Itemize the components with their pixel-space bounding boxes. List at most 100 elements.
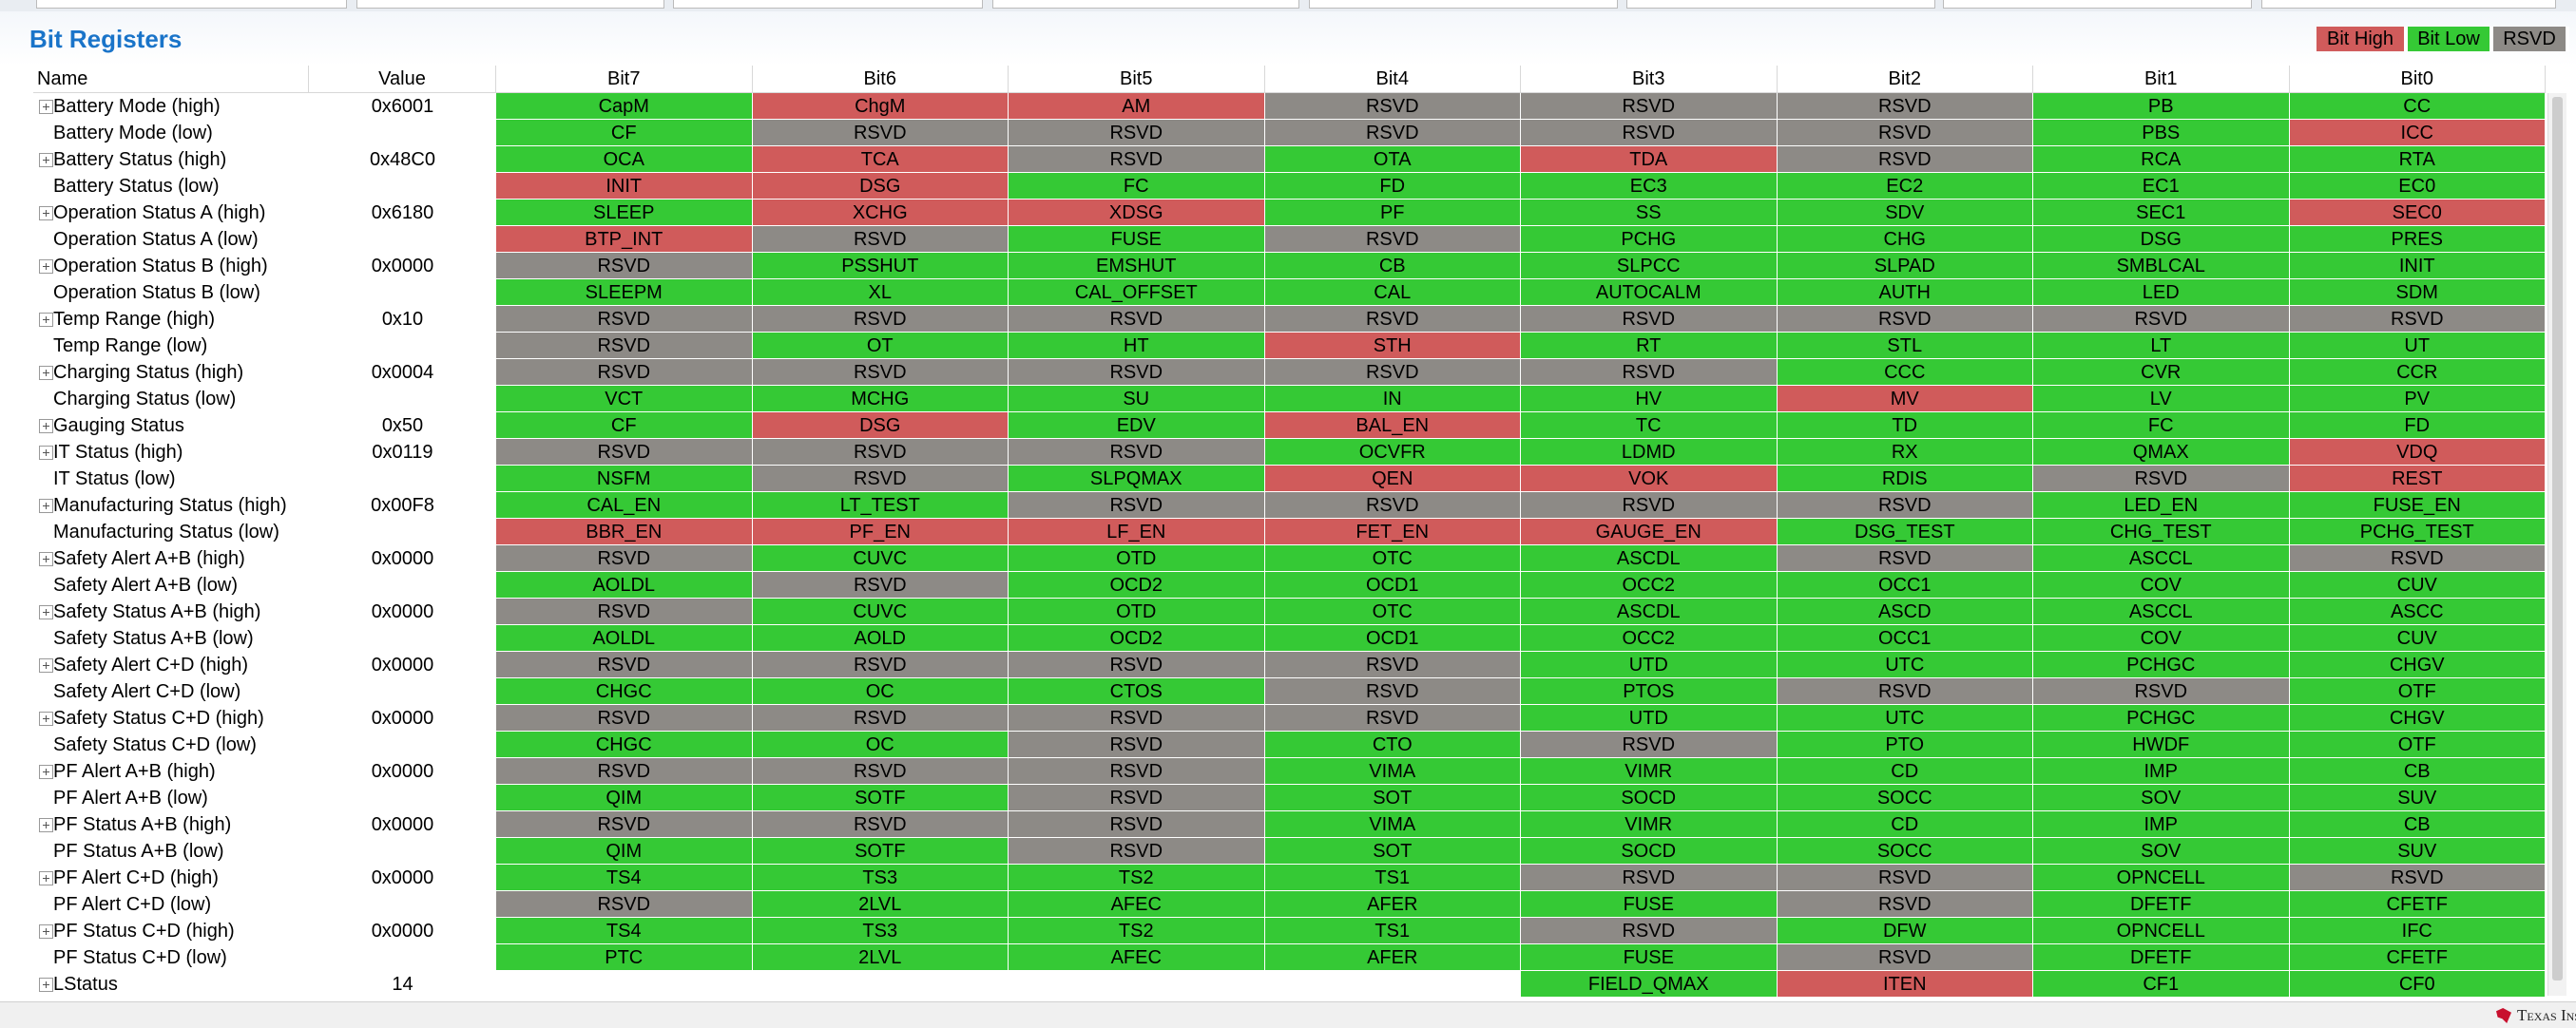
expander[interactable] — [39, 658, 53, 673]
expander[interactable] — [39, 499, 53, 513]
bit-cell: RSVD — [2289, 306, 2546, 333]
expander[interactable] — [39, 419, 53, 433]
bit-cell: LV — [2033, 386, 2290, 412]
expander[interactable] — [39, 605, 53, 619]
bit-cell: FET_EN — [1264, 519, 1521, 545]
bit-cell: RSVD — [2289, 545, 2546, 572]
bit-cell: RSVD — [2033, 306, 2290, 333]
input-box[interactable] — [1309, 0, 1618, 9]
bit-cell: OC — [752, 732, 1009, 758]
bit-cell: AFEC — [1009, 891, 1265, 918]
bit-cell: AUTH — [1777, 279, 2033, 306]
expander[interactable] — [39, 552, 53, 566]
bit-cell: RTA — [2289, 146, 2546, 173]
bit-cell: TD — [1777, 412, 2033, 439]
expander[interactable] — [39, 712, 53, 726]
bit-cell: IN — [1264, 386, 1521, 412]
bit-cell: RSVD — [496, 333, 753, 359]
bit-cell: CFETF — [2289, 891, 2546, 918]
input-box[interactable] — [992, 0, 1299, 9]
bit-cell: IMP — [2033, 758, 2290, 785]
bit-cell: VIMR — [1521, 811, 1778, 838]
bit-cell: CAL_EN — [496, 492, 753, 519]
input-box[interactable] — [36, 0, 347, 9]
input-box[interactable] — [1943, 0, 2252, 9]
bit-cell: INIT — [496, 173, 753, 200]
column-header: Bit2 — [1777, 66, 2033, 93]
bit-cell: OTC — [1264, 599, 1521, 625]
input-box[interactable] — [356, 0, 664, 9]
legend-item: Bit High — [2316, 27, 2408, 51]
expander[interactable] — [39, 100, 53, 114]
input-box[interactable] — [2261, 0, 2556, 9]
bit-cell: CCR — [2289, 359, 2546, 386]
bit-cell: PBS — [2033, 120, 2290, 146]
bit-cell: RSVD — [752, 572, 1009, 599]
bit-cell: ASCC — [2289, 599, 2546, 625]
bit-cell: OCA — [496, 146, 753, 173]
input-box[interactable] — [1626, 0, 1935, 9]
bit-cell: TS3 — [752, 918, 1009, 944]
register-name: Safety Alert C+D (low) — [53, 681, 241, 702]
bit-cell: RSVD — [752, 758, 1009, 785]
expander[interactable] — [39, 446, 53, 460]
register-name: Safety Alert C+D (high) — [33, 652, 309, 678]
expander[interactable] — [39, 818, 53, 832]
bit-cell: OTA — [1264, 146, 1521, 173]
bit-cell: PF — [1264, 200, 1521, 226]
register-value: 14 — [392, 974, 413, 995]
register-name: Safety Status C+D (low) — [53, 734, 257, 755]
bit-cell: RSVD — [496, 359, 753, 386]
bit-cell: RSVD — [496, 599, 753, 625]
bit-cell: RSVD — [1264, 678, 1521, 705]
bit-cell: CHGC — [496, 732, 753, 758]
bit-cell: RSVD — [1521, 359, 1778, 386]
bit-cell: IFC — [2289, 918, 2546, 944]
bit-cell: RSVD — [496, 253, 753, 279]
bit-cell: REST — [2289, 466, 2546, 492]
bit-cell: FIELD_QMAX — [1521, 971, 1778, 998]
legend-item: RSVD — [2493, 27, 2569, 51]
bit-cell: CFETF — [2289, 944, 2546, 971]
register-value: 0x48C0 — [370, 149, 435, 170]
bit-cell: FD — [1264, 173, 1521, 200]
bit-cell: DSG — [752, 412, 1009, 439]
scrollbar[interactable] — [2547, 93, 2566, 996]
scroll-thumb[interactable] — [2552, 97, 2563, 980]
bit-cell: XCHG — [752, 200, 1009, 226]
bit-cell: RSVD — [752, 439, 1009, 466]
register-name: PF Status C+D (low) — [53, 947, 227, 968]
bit-cell: TS3 — [752, 865, 1009, 891]
expander[interactable] — [39, 765, 53, 779]
expander[interactable] — [39, 153, 53, 167]
expander[interactable] — [39, 206, 53, 220]
bit-cell: SU — [1009, 386, 1265, 412]
register-name: PF Status A+B (low) — [53, 841, 224, 862]
bit-cell: AM — [1009, 93, 1265, 120]
register-name: Battery Status (high) — [33, 146, 309, 173]
bit-cell: GAUGE_EN — [1521, 519, 1778, 545]
bit-cell: CCC — [1777, 359, 2033, 386]
register-name: Temp Range (high) — [33, 306, 309, 333]
register-name: Operation Status B (high) — [33, 253, 309, 279]
expander[interactable] — [39, 366, 53, 380]
bit-cell: MV — [1777, 386, 2033, 412]
bit-cell: CB — [2289, 758, 2546, 785]
bit-cell: PSSHUT — [752, 253, 1009, 279]
bit-cell: CapM — [496, 93, 753, 120]
bit-cell: CD — [1777, 811, 2033, 838]
expander[interactable] — [39, 871, 53, 885]
register-value: 0x0000 — [371, 867, 434, 888]
register-name: Operation Status A (high) — [33, 200, 309, 226]
bit-cell: RSVD — [496, 811, 753, 838]
bit-cell: TCA — [752, 146, 1009, 173]
input-box[interactable] — [673, 0, 983, 9]
bit-cell: RSVD — [2033, 466, 2290, 492]
bit-cell: STL — [1777, 333, 2033, 359]
expander[interactable] — [39, 259, 53, 274]
bit-cell: OTC — [1264, 545, 1521, 572]
bit-cell: BTP_INT — [496, 226, 753, 253]
expander[interactable] — [39, 924, 53, 939]
expander[interactable] — [39, 978, 53, 992]
expander[interactable] — [39, 313, 53, 327]
